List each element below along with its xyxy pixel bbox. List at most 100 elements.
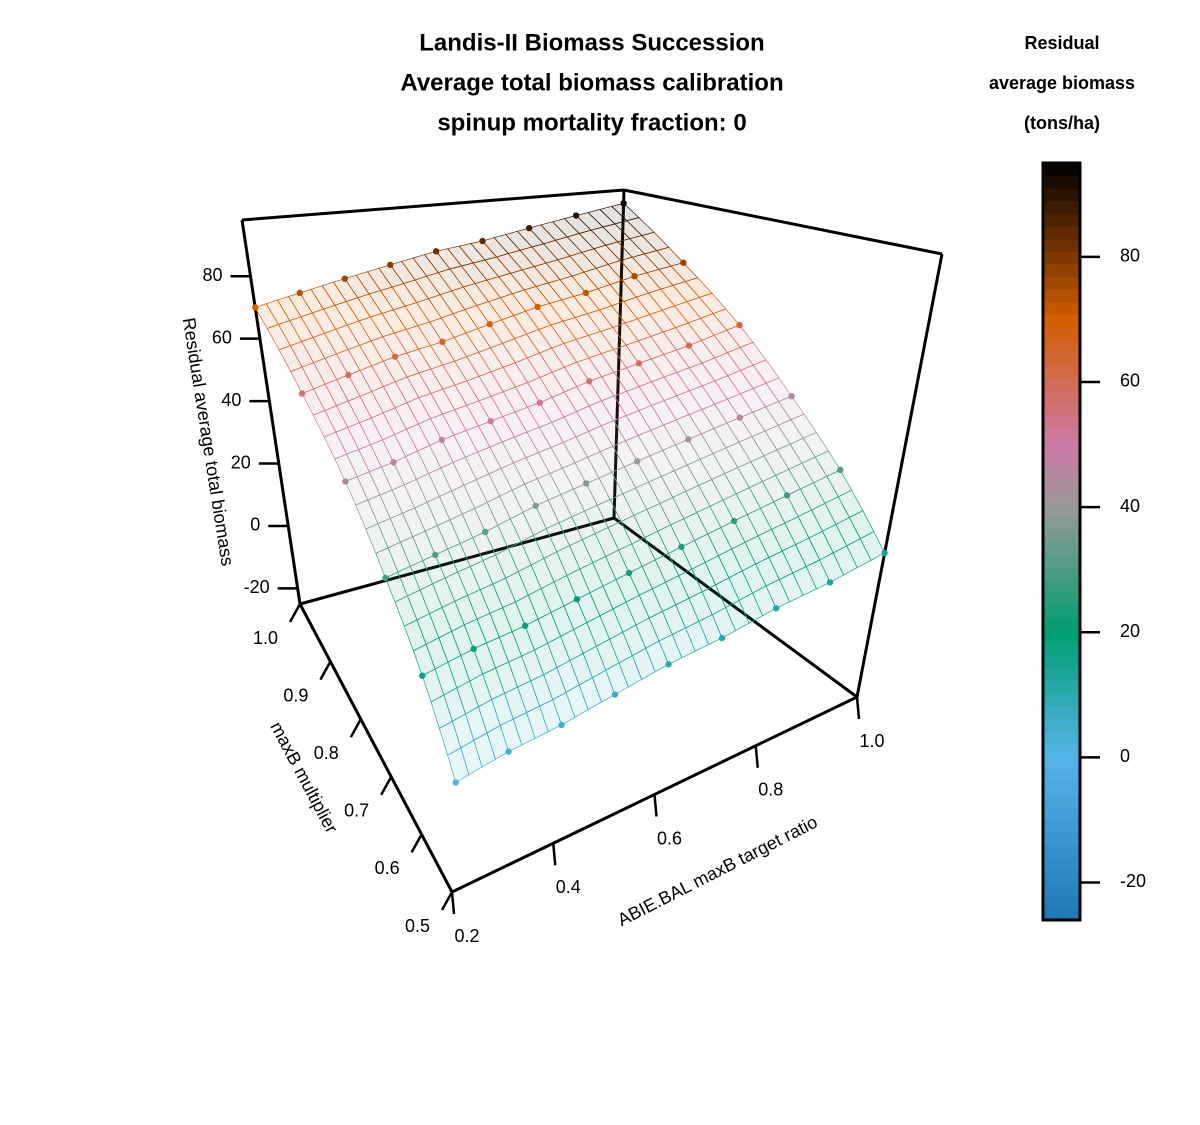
colorbar-band [1043,844,1080,858]
colorbar-tick-label: 20 [1120,621,1140,641]
colorbar-band [1043,831,1080,845]
colorbar-band [1043,856,1080,871]
colorbar-band [1043,251,1080,265]
colorbar-band [1043,415,1080,429]
colorbar-band [1043,692,1080,707]
z-axis-label: Residual average total biomass [179,316,238,567]
z-tick-label: 40 [221,390,241,410]
colorbar-band [1043,579,1080,593]
y-tick-label: 1.0 [253,628,278,648]
data-point [432,551,439,559]
data-point [532,502,539,509]
data-point [345,371,352,379]
colorbar-band [1043,491,1080,505]
colorbar-title: (tons/ha) [1024,113,1100,133]
data-point [486,321,493,328]
data-point [558,721,565,729]
x-tick [653,794,658,817]
colorbar-band [1043,163,1080,177]
x-tick-label: 0.4 [556,877,581,897]
colorbar-band [1043,768,1080,782]
colorbar-band [1043,705,1080,719]
colorbar-frame [1041,161,1082,922]
data-point [387,261,394,269]
x-tick-label: 0.2 [454,926,479,946]
box-edge [613,516,858,699]
data-point [736,414,744,421]
colorbar-band [1043,175,1080,189]
x-tick-label: 1.0 [859,731,884,751]
data-point [482,528,489,536]
z-tick-label: 60 [212,327,232,347]
colorbar-title: average biomass [989,73,1135,93]
data-point [773,605,780,612]
colorbar-band [1043,289,1080,303]
data-point [521,622,529,630]
y-axis-label: maxB multiplier [266,718,341,836]
box-edge [240,219,302,605]
colorbar-band [1043,566,1080,580]
y-tick [440,891,454,911]
data-point [678,543,685,551]
data-point [525,224,533,232]
colorbar-tick-label: 80 [1120,246,1140,266]
colorbar-band [1043,301,1080,315]
data-point [252,304,259,311]
z-tick-label: -20 [244,577,270,597]
colorbar-band [1043,667,1080,681]
colorbar-band [1043,730,1080,744]
data-point [390,459,397,466]
colorbar-band [1043,402,1080,416]
colorbar-band [1043,793,1080,808]
data-point [432,248,440,255]
data-point [685,436,692,443]
colorbar-band [1043,516,1080,530]
y-tick-label: 0.8 [314,743,339,763]
x-axis-label: ABIE.BAL maxB target ratio [614,812,820,930]
colorbar-band [1043,200,1080,215]
colorbar-band [1043,503,1080,517]
data-point [625,569,633,577]
data-point [586,378,593,385]
colorbar-band [1043,819,1080,833]
data-point [783,492,791,499]
data-point [620,200,627,207]
data-point [881,549,888,557]
x-tick [754,745,759,768]
data-point [583,480,590,487]
data-point [826,579,834,586]
box-edge [299,516,615,606]
colorbar-tick-label: 0 [1120,746,1130,766]
box-edge [855,253,944,698]
colorbar-tick-label: -20 [1120,871,1146,891]
box-edge [241,188,625,222]
data-point [470,645,477,652]
colorbar-band [1043,238,1080,252]
colorbar-band [1043,453,1080,467]
colorbar-band [1043,617,1080,631]
y-tick [410,833,423,854]
box-edge [612,189,626,519]
data-point [296,289,304,297]
colorbar-band [1043,655,1080,669]
data-point [680,259,687,266]
data-point [487,418,494,425]
data-point [573,596,581,603]
colorbar-band [1043,894,1080,908]
data-point [438,436,446,444]
colorbar-band [1043,427,1080,442]
data-point [382,574,389,582]
data-point [665,661,672,668]
colorbar-band [1043,377,1080,391]
colorbar-band [1043,629,1080,644]
data-point [631,273,638,280]
colorbar-tick-label: 60 [1120,371,1140,391]
colorbar-band [1043,364,1080,379]
data-point [534,303,541,311]
data-point [736,321,743,329]
colorbar-tick-label: 40 [1120,496,1140,516]
colorbar-band [1043,755,1080,770]
colorbar-band [1043,882,1080,896]
y-tick [380,776,393,796]
